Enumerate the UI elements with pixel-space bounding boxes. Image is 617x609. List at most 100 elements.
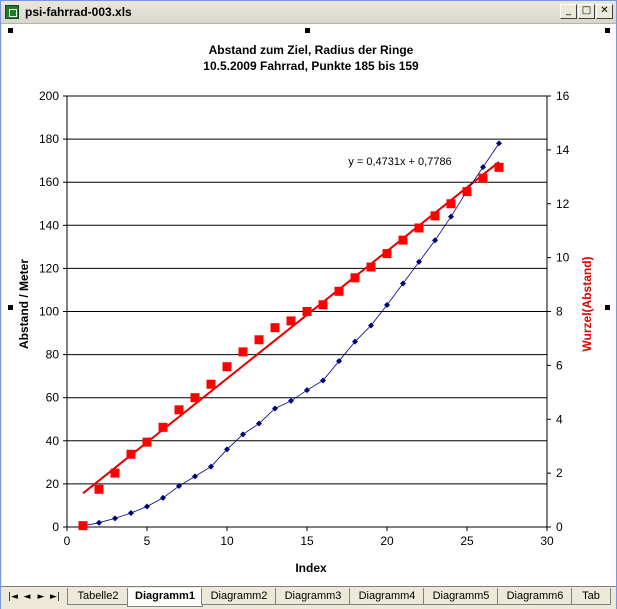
data-point-wurzel <box>350 273 360 283</box>
data-point-abstand <box>304 387 310 394</box>
data-point-abstand <box>128 509 134 516</box>
x-tick-label: 30 <box>540 534 554 548</box>
data-point-wurzel <box>382 249 392 259</box>
data-point-abstand <box>256 420 262 427</box>
minimize-button[interactable]: _ <box>560 4 577 19</box>
data-point-wurzel <box>78 521 88 531</box>
sheet-nav-button[interactable]: ► <box>37 592 45 602</box>
sheet-tab[interactable]: Diagramm5 <box>423 588 499 605</box>
chart-sheet[interactable]: Abstand zum Ziel, Radius der Ringe 10.5.… <box>2 24 616 586</box>
data-point-wurzel <box>446 199 456 209</box>
sheet-nav-button[interactable]: ►| <box>50 592 60 602</box>
y-tick-label: 140 <box>39 218 59 232</box>
data-point-abstand <box>368 322 374 329</box>
data-point-abstand <box>384 302 390 309</box>
data-point-wurzel <box>366 262 376 272</box>
data-point-abstand <box>272 405 278 412</box>
x-tick-label: 20 <box>380 534 394 548</box>
y2-tick-label: 12 <box>556 197 570 211</box>
data-point-wurzel <box>174 405 184 415</box>
data-point-wurzel <box>222 362 232 372</box>
selection-handle[interactable] <box>8 28 13 33</box>
data-point-abstand <box>160 494 166 501</box>
data-point-wurzel <box>110 468 120 478</box>
selection-handle[interactable] <box>8 305 13 310</box>
excel-icon <box>5 5 19 19</box>
selection-handle[interactable] <box>605 305 610 310</box>
data-point-abstand <box>208 463 214 470</box>
sheet-tab[interactable]: Diagramm6 <box>497 588 573 605</box>
sheet-tab[interactable]: Tab <box>571 588 611 605</box>
x-tick-label: 15 <box>300 534 314 548</box>
data-point-abstand <box>336 358 342 365</box>
data-point-wurzel <box>126 449 136 459</box>
data-point-wurzel <box>494 162 504 172</box>
data-point-wurzel <box>462 187 472 197</box>
data-point-abstand <box>416 258 422 265</box>
title-bar[interactable]: psi-fahrrad-003.xls _ □ ✕ <box>1 1 616 24</box>
y2-tick-label: 10 <box>556 251 570 265</box>
data-point-abstand <box>176 483 182 490</box>
data-point-abstand <box>288 397 294 404</box>
trendline-equation: y = 0,4731x + 0,7786 <box>348 156 451 168</box>
maximize-button[interactable]: □ <box>578 4 595 19</box>
x-axis-label: Index <box>295 561 327 575</box>
x-tick-label: 5 <box>144 534 151 548</box>
sheet-nav-button[interactable]: ◄ <box>23 592 31 602</box>
tick-labels: 0204060801001201401601802000246810121416… <box>39 89 570 548</box>
plot-marks <box>78 140 504 531</box>
data-point-wurzel <box>94 484 104 494</box>
data-point-wurzel <box>318 300 328 310</box>
y-tick-label: 80 <box>46 348 60 362</box>
x-tick-label: 0 <box>64 534 71 548</box>
data-point-wurzel <box>158 422 168 432</box>
data-point-abstand <box>112 515 118 522</box>
sheet-tab[interactable]: Tabelle2 <box>67 588 129 605</box>
sheet-tab[interactable]: Diagramm1 <box>127 588 203 607</box>
y-axis-label: Abstand / Meter <box>17 259 31 349</box>
data-point-abstand <box>192 473 198 480</box>
data-point-wurzel <box>190 393 200 403</box>
sheet-nav-button[interactable]: |◄ <box>8 592 18 602</box>
y2-axis-label: Wurzel(Abstand) <box>580 256 594 351</box>
sheet-tab[interactable]: Diagramm2 <box>201 588 277 605</box>
data-point-abstand <box>224 446 230 453</box>
data-point-wurzel <box>414 223 424 233</box>
y2-tick-label: 2 <box>556 466 563 480</box>
data-point-abstand <box>480 164 486 171</box>
close-button[interactable]: ✕ <box>596 4 613 19</box>
y-tick-label: 200 <box>39 89 59 103</box>
selection-handle[interactable] <box>305 28 310 33</box>
data-point-wurzel <box>398 235 408 245</box>
y2-tick-label: 8 <box>556 305 563 319</box>
y-tick-label: 40 <box>46 434 60 448</box>
y2-tick-label: 6 <box>556 358 563 372</box>
sheet-tab-bar: |◄ ◄ ► ►| Tabelle2 Diagramm1 Diagramm2 Diagram… <box>1 586 616 609</box>
sheet-tab[interactable]: Diagramm3 <box>275 588 351 605</box>
y-tick-label: 100 <box>39 305 59 319</box>
data-point-wurzel <box>286 316 296 326</box>
selection-handle[interactable] <box>605 28 610 33</box>
gridlines <box>67 95 547 485</box>
data-point-abstand <box>352 338 358 345</box>
x-tick-label: 10 <box>220 534 234 548</box>
y-tick-label: 180 <box>39 132 59 146</box>
x-tick-label: 25 <box>460 534 474 548</box>
window-title: psi-fahrrad-003.xls <box>25 5 132 19</box>
data-point-abstand <box>320 377 326 384</box>
y2-tick-label: 4 <box>556 412 563 426</box>
data-point-abstand <box>496 140 502 147</box>
data-point-wurzel <box>302 307 312 316</box>
y-tick-label: 160 <box>39 175 59 189</box>
sheet-tab[interactable]: Diagramm4 <box>349 588 425 605</box>
data-point-abstand <box>240 431 246 438</box>
data-point-abstand <box>400 280 406 287</box>
data-point-abstand <box>432 237 438 244</box>
data-point-wurzel <box>142 437 152 447</box>
data-point-wurzel <box>206 379 216 389</box>
data-point-abstand <box>144 503 150 510</box>
y-tick-label: 0 <box>52 520 59 534</box>
data-point-abstand <box>448 213 454 220</box>
chart-title: Abstand zum Ziel, Radius der Ringe <box>209 43 414 57</box>
